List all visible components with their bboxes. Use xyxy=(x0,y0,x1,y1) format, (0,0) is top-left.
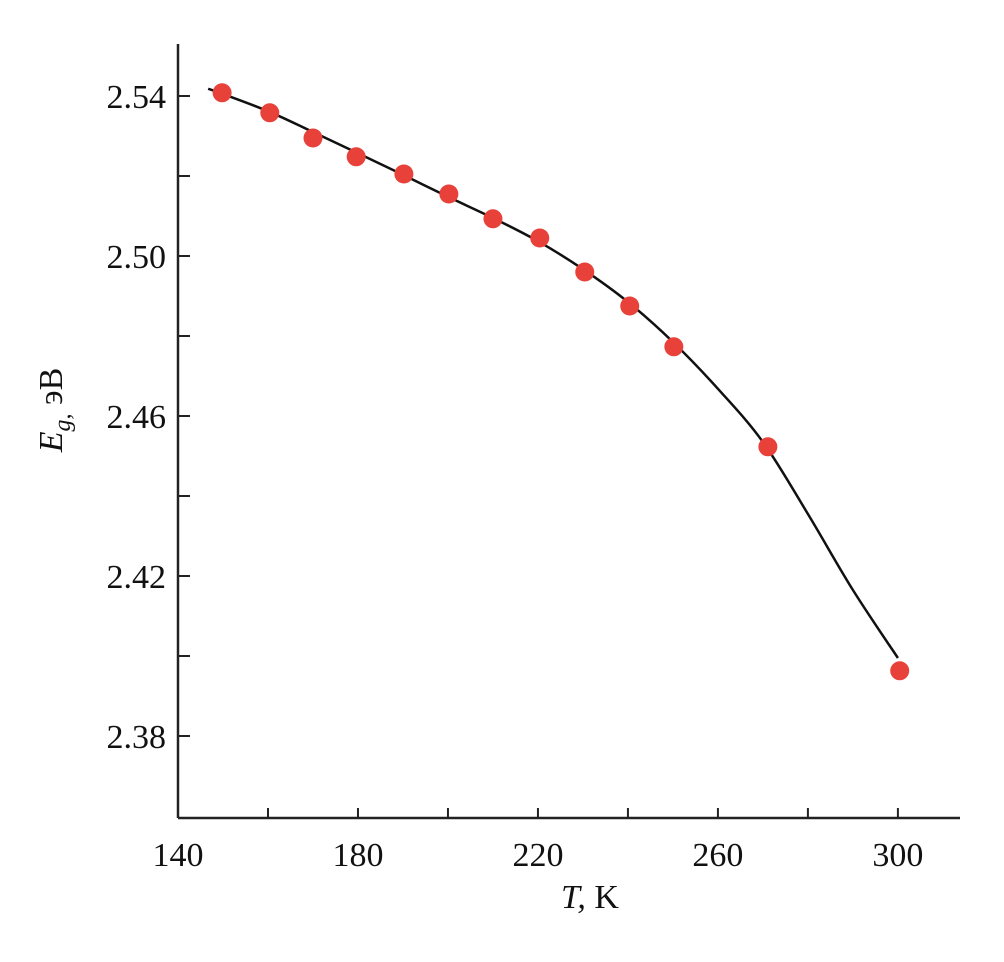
y-tick-label: 2.50 xyxy=(107,239,167,276)
y-tick-label: 2.38 xyxy=(107,719,167,756)
x-tick-label: 180 xyxy=(332,837,383,874)
data-point xyxy=(483,209,503,229)
data-point xyxy=(664,337,684,357)
fit-curve xyxy=(207,87,899,659)
data-point xyxy=(620,296,640,316)
data-point xyxy=(303,128,323,148)
y-label-unit: эВ xyxy=(33,368,70,405)
x-tick-label: 140 xyxy=(153,837,204,874)
data-point xyxy=(346,147,366,167)
data-point xyxy=(212,83,232,103)
x-label-symbol: T, xyxy=(561,879,586,916)
data-point xyxy=(394,164,414,184)
y-tick-label: 2.46 xyxy=(107,399,167,436)
data-point xyxy=(260,103,280,123)
y-tick-label: 2.54 xyxy=(107,79,167,116)
y-axis-label: Eg, эВ xyxy=(33,368,78,454)
data-point xyxy=(575,262,595,282)
data-point xyxy=(439,184,459,204)
x-tick-label: 260 xyxy=(692,837,743,874)
data-point xyxy=(758,437,778,457)
y-label-symbol: E xyxy=(33,431,70,453)
y-tick-label: 2.42 xyxy=(107,559,167,596)
y-label-subscript: g, xyxy=(50,414,76,432)
data-point xyxy=(530,228,550,248)
x-axis-label: T, K xyxy=(561,879,619,916)
x-tick-label: 220 xyxy=(512,837,563,874)
data-point xyxy=(890,661,910,681)
x-tick-label: 300 xyxy=(872,837,923,874)
x-label-unit: K xyxy=(594,879,619,916)
